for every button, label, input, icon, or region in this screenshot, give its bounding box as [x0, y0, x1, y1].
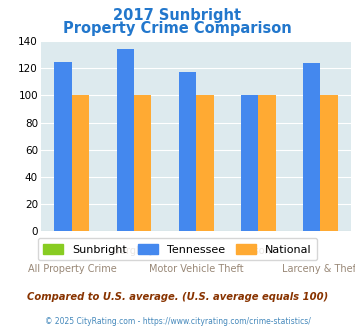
Text: Arson: Arson	[244, 246, 272, 256]
Text: Motor Vehicle Theft: Motor Vehicle Theft	[149, 264, 244, 274]
Text: All Property Crime: All Property Crime	[28, 264, 116, 274]
Bar	[320, 95, 338, 231]
Bar	[196, 95, 214, 231]
Text: Larceny & Theft: Larceny & Theft	[282, 264, 355, 274]
Bar	[55, 62, 72, 231]
Bar	[116, 50, 134, 231]
Bar	[258, 95, 276, 231]
Text: 2017 Sunbright: 2017 Sunbright	[114, 8, 241, 23]
Text: Burglary: Burglary	[113, 246, 155, 256]
Text: Property Crime Comparison: Property Crime Comparison	[63, 21, 292, 36]
Text: Compared to U.S. average. (U.S. average equals 100): Compared to U.S. average. (U.S. average …	[27, 292, 328, 302]
Bar	[134, 95, 152, 231]
Bar	[303, 63, 321, 231]
Bar	[241, 95, 258, 231]
Bar	[179, 72, 196, 231]
Text: © 2025 CityRating.com - https://www.cityrating.com/crime-statistics/: © 2025 CityRating.com - https://www.city…	[45, 317, 310, 326]
Legend: Sunbright, Tennessee, National: Sunbright, Tennessee, National	[38, 238, 317, 260]
Bar	[72, 95, 89, 231]
